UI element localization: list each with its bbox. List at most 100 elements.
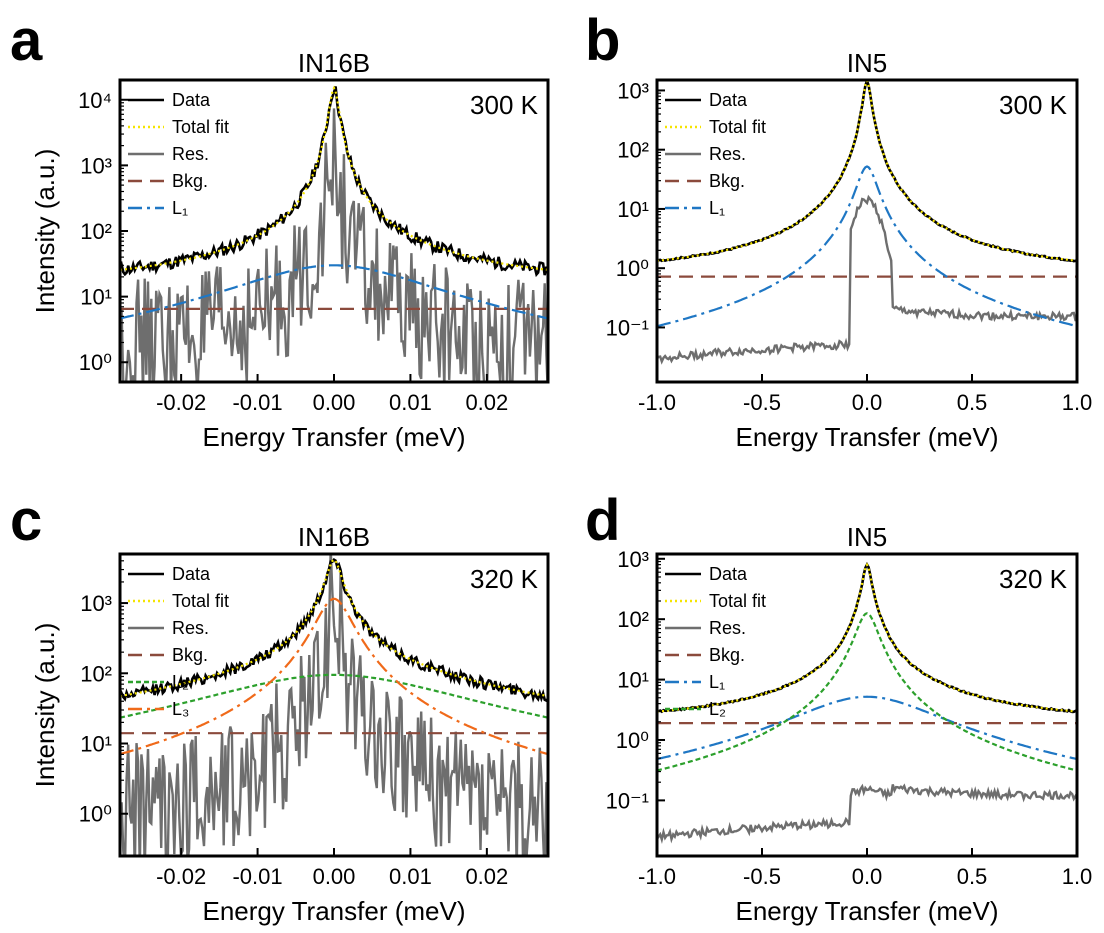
x-tick-label: -1.0 [638, 864, 676, 889]
y-tick-label: 10¹ [617, 197, 649, 222]
y-tick-label: 10⁴ [78, 88, 112, 113]
x-axis-label: Energy Transfer (meV) [203, 896, 466, 926]
temperature-label: 320 K [999, 564, 1068, 594]
y-tick-label: 10³ [80, 591, 112, 616]
x-tick-label: -1.0 [638, 390, 676, 415]
series-line-res [657, 783, 1077, 845]
temperature-label: 300 K [470, 90, 539, 120]
legend-label: Data [709, 90, 748, 110]
series-line-l [120, 673, 548, 719]
x-tick-label: 0.0 [852, 390, 883, 415]
legend-label: Total fit [172, 117, 229, 137]
panel-letter: b [585, 8, 620, 73]
x-tick-label: 0.02 [465, 864, 508, 889]
legend-label: Res. [709, 144, 746, 164]
x-tick-label: -0.01 [232, 390, 282, 415]
legend: Data Total fit Res. Bkg. L₁ [128, 90, 229, 218]
y-tick-label: 10⁰ [79, 350, 112, 375]
x-axis-label: Energy Transfer (meV) [203, 422, 466, 452]
series-line-total-fit [120, 85, 548, 271]
legend-label: Bkg. [172, 171, 208, 191]
panel-c: c IN16B -0.02 -0.01 0.00 0.01 0.02 10⁰ 10¹ 10² 10³… [10, 488, 550, 926]
legend: Data Total fit Res. Bkg. L₁ [665, 90, 766, 218]
series-line-data [120, 86, 548, 278]
y-tick-label: 10¹ [80, 285, 112, 310]
legend: Data Total fit Res. Bkg. L₂ L₃ [128, 564, 229, 719]
y-tick-label: 10³ [617, 547, 649, 572]
legend-label: Res. [709, 618, 746, 638]
x-tick-label: -0.02 [156, 390, 206, 415]
legend-label: L₃ [172, 699, 189, 719]
y-tick-label: 10⁰ [616, 256, 649, 281]
legend-label: Data [172, 90, 211, 110]
y-tick-label: 10⁻¹ [606, 788, 649, 813]
legend-label: Total fit [709, 591, 766, 611]
x-tick-label: -0.01 [232, 864, 282, 889]
y-tick-label: 10³ [617, 78, 649, 103]
series-line-res [120, 108, 548, 382]
plot-area [657, 561, 1077, 845]
x-tick-label: -0.5 [743, 864, 781, 889]
legend-label: Bkg. [709, 171, 745, 191]
y-tick-label: 10² [617, 138, 649, 163]
series-line-l [657, 165, 1077, 328]
x-tick-label: 0.01 [389, 390, 432, 415]
y-axis-label: Intensity (a.u.) [30, 149, 60, 314]
series-line-l [657, 695, 1077, 761]
y-tick-label: 10⁻¹ [606, 315, 649, 340]
panel-title: IN5 [847, 48, 887, 78]
y-tick-label: 10⁰ [616, 728, 649, 753]
legend-label: Res. [172, 144, 209, 164]
x-tick-label: -0.02 [156, 864, 206, 889]
legend-label: Data [172, 564, 211, 584]
panel-title: IN16B [298, 522, 370, 552]
panel-title: IN5 [847, 522, 887, 552]
x-tick-label: -0.5 [743, 390, 781, 415]
y-tick-label: 10² [80, 661, 112, 686]
legend-label: Res. [172, 618, 209, 638]
series-line-l [120, 264, 548, 320]
x-tick-label: 0.5 [957, 390, 988, 415]
x-tick-label: 0.0 [852, 864, 883, 889]
y-tick-label: 10¹ [617, 668, 649, 693]
panel-title: IN16B [298, 48, 370, 78]
x-tick-label: 1.0 [1062, 864, 1093, 889]
y-tick-label: 10¹ [80, 732, 112, 757]
series-line-res [120, 554, 548, 856]
plot-area [120, 554, 548, 856]
x-axis-label: Energy Transfer (meV) [736, 896, 999, 926]
x-tick-label: 1.0 [1062, 390, 1093, 415]
y-axis-label: Intensity (a.u.) [30, 623, 60, 788]
x-tick-label: 0.00 [313, 864, 356, 889]
panel-d: d IN5 -1.0 -0.5 0.0 0.5 1.0 10⁻¹ 10⁰ 10¹ 10² 10³ Ene… [585, 488, 1092, 926]
legend-label: L₁ [709, 672, 725, 692]
series-line-total-fit [657, 562, 1077, 713]
legend-label: L₂ [709, 699, 726, 719]
y-tick-label: 10⁰ [79, 802, 112, 827]
x-tick-label: 0.01 [389, 864, 432, 889]
legend-label: Bkg. [172, 645, 208, 665]
series-line-data [120, 557, 548, 703]
legend-label: Data [709, 564, 748, 584]
series-line-l [120, 597, 548, 756]
panel-b: b IN5 -1.0 -0.5 0.0 0.5 1.0 10⁻¹ 10⁰ 10¹ 10² 10³ Ene… [585, 8, 1092, 452]
series-line-res [657, 194, 1077, 365]
legend-label: L₂ [172, 672, 189, 692]
plot-area [120, 85, 548, 382]
panel-a: a IN16B -0.02 -0.01 0.00 0.01 0.02 10⁰ 10¹ 10² 10³… [10, 8, 550, 452]
legend: Data Total fit Res. Bkg. L₁ L₂ [665, 564, 766, 719]
x-axis-label: Energy Transfer (meV) [736, 422, 999, 452]
legend-label: Bkg. [709, 645, 745, 665]
panel-letter: d [585, 488, 620, 553]
y-tick-label: 10³ [80, 153, 112, 178]
x-tick-label: 0.02 [465, 390, 508, 415]
legend-label: L₁ [172, 198, 188, 218]
y-tick-label: 10² [617, 607, 649, 632]
y-tick-label: 10² [80, 219, 112, 244]
panel-letter: a [10, 8, 43, 73]
x-tick-label: 0.00 [313, 390, 356, 415]
legend-label: Total fit [172, 591, 229, 611]
temperature-label: 300 K [999, 90, 1068, 120]
series-line-l [657, 612, 1077, 772]
